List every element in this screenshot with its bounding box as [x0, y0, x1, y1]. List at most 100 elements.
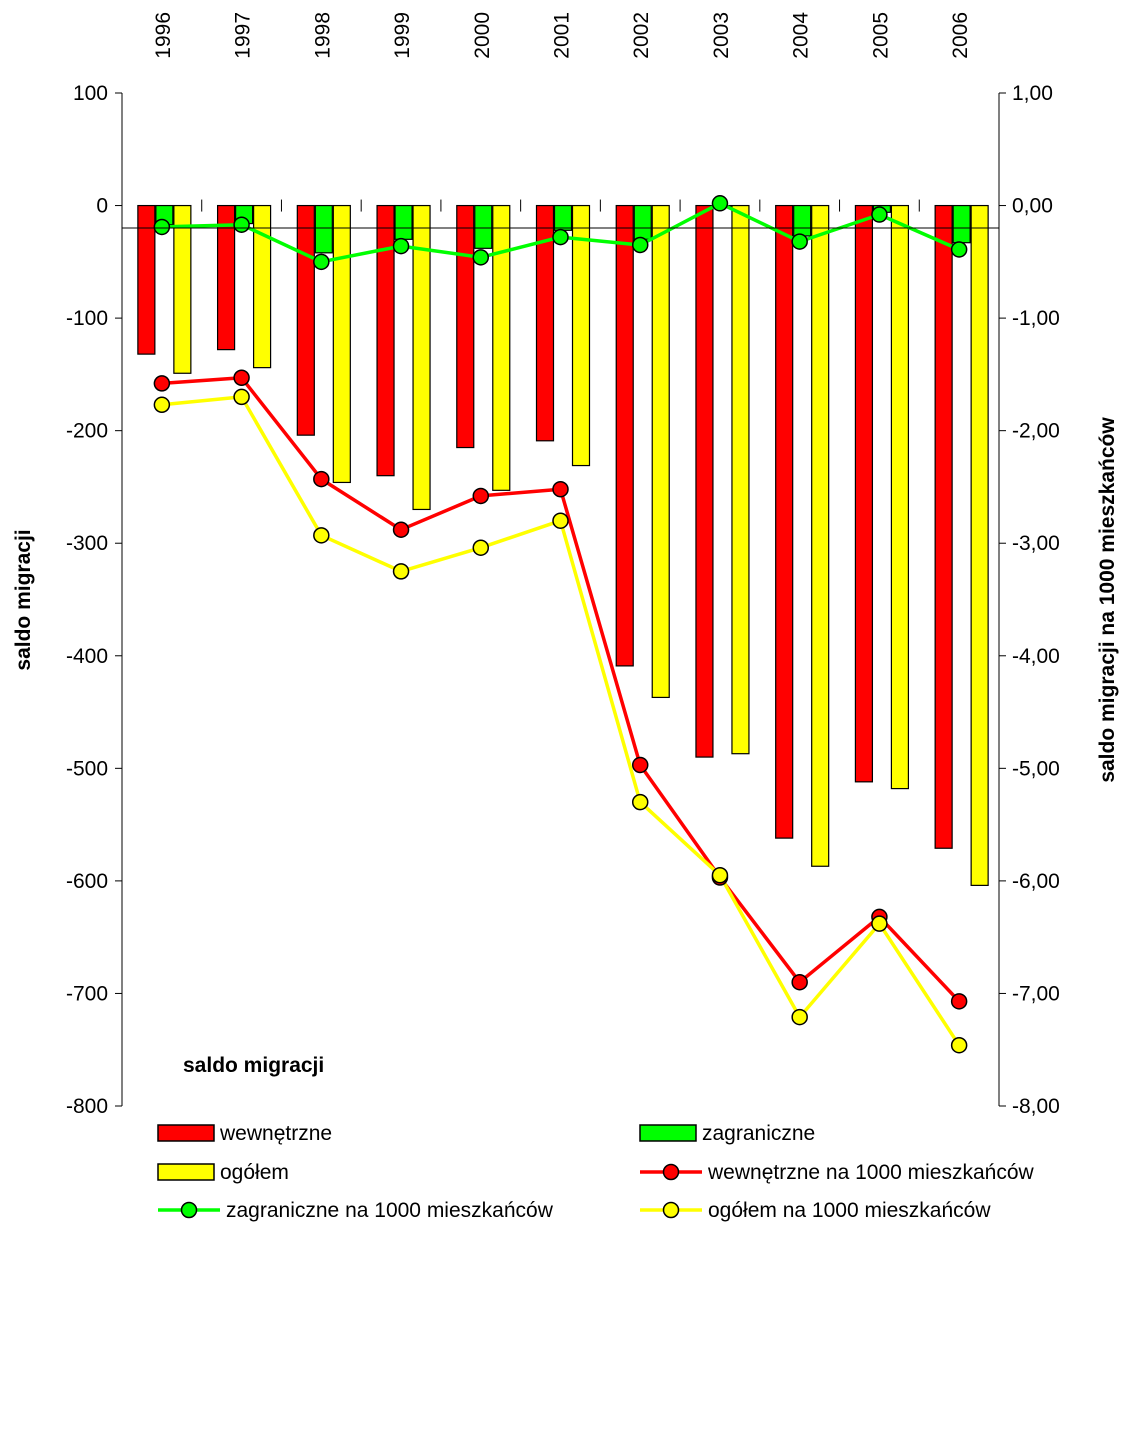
legend-label-5: zagraniczne na 1000 mieszkańców [226, 1199, 554, 1222]
bar-2-2001 [553, 204, 573, 231]
x-tick-label-2006: 2006 [949, 12, 972, 59]
y-right-tick-label: -5,00 [1012, 757, 1060, 780]
bar-2-2006 [952, 204, 971, 244]
tick-labels: 100 0 -100 -200 -300 -400 -500 -600 -700 -800 1,00… [66, 12, 1060, 1118]
y-left-tick-label: -800 [66, 1095, 108, 1118]
y-right-tick-label: -6,00 [1012, 870, 1060, 893]
line-2-point-2001 [552, 228, 569, 246]
line-1-point-2000 [472, 487, 490, 505]
y-left-tick-label: -200 [66, 420, 108, 443]
bar-1-1996 [137, 204, 156, 355]
y-left-axis-title: saldo migracji [12, 529, 35, 670]
y-left-tick-label: -400 [66, 645, 108, 668]
line-2-point-2004 [791, 233, 808, 250]
legend-marker-6 [662, 1201, 680, 1219]
legend-swatch-1 [157, 1124, 215, 1142]
line-3-point-1997 [233, 388, 250, 406]
bar-1-1997 [216, 204, 236, 351]
legend-marker-5 [180, 1201, 198, 1219]
y-right-tick-label: -2,00 [1012, 420, 1060, 443]
line-series-1 [161, 376, 961, 1003]
y-right-tick-label: -8,00 [1012, 1095, 1060, 1118]
y-right-tick-label: -7,00 [1012, 982, 1060, 1005]
bar-1-2006 [934, 204, 953, 849]
axes [121, 93, 1000, 1106]
line-1-point-1999 [392, 521, 410, 538]
bar-1-2002 [615, 204, 634, 667]
line-2-point-1997 [233, 216, 250, 233]
bar-3-2004 [811, 204, 830, 867]
legend-swatch-3 [157, 1163, 215, 1181]
bar-3-2002 [651, 204, 670, 699]
y-right-tick-label: -3,00 [1012, 532, 1060, 555]
legend-label-4: wewnętrzne na 1000 mieszkańców [707, 1161, 1035, 1184]
x-tick-label-1999: 1999 [391, 12, 414, 59]
bar-3-1998 [332, 204, 351, 484]
line-1-point-2001 [552, 480, 569, 498]
line-2-point-2005 [871, 206, 888, 223]
line-1-point-2002 [631, 756, 649, 774]
bar-2-1998 [314, 204, 333, 254]
y-right-tick-label: 1,00 [1012, 82, 1053, 105]
line-2-point-1999 [392, 237, 410, 255]
legend-swatch-2 [639, 1124, 697, 1142]
bar-2-2004 [793, 204, 812, 237]
line-2-point-2000 [472, 249, 490, 266]
bar-1-2003 [695, 204, 714, 758]
y-right-tick-label: -1,00 [1012, 307, 1060, 330]
legend-label-2: zagraniczne [702, 1122, 815, 1145]
bar-3-2006 [970, 204, 989, 886]
line-3-point-1999 [392, 563, 410, 580]
line-1-point-1998 [313, 470, 330, 488]
y-left-tick-label: 100 [73, 82, 108, 105]
line-3-point-2002 [631, 793, 649, 811]
line-1-point-2006 [950, 993, 968, 1010]
line-3-point-1996 [153, 396, 171, 414]
bar-3-2001 [571, 204, 591, 467]
line-1-point-1996 [153, 375, 171, 392]
y-right-tick-label: -4,00 [1012, 645, 1060, 668]
bar-3-1996 [173, 204, 192, 374]
y-right-tick-label: 0,00 [1012, 195, 1053, 218]
x-tick-label-2002: 2002 [630, 12, 653, 59]
bar-2-1999 [394, 204, 413, 240]
legend-label-3: ogółem [220, 1161, 289, 1184]
bar-1-2001 [535, 204, 555, 442]
legend-title: saldo migracji [183, 1054, 324, 1077]
line-2-point-1996 [153, 218, 171, 236]
x-tick-label-2000: 2000 [471, 12, 494, 59]
x-tick-label-2003: 2003 [710, 12, 733, 59]
line-3-point-2004 [791, 1008, 808, 1026]
line-2-point-2006 [950, 241, 968, 258]
bar-3-1999 [412, 204, 431, 511]
legend: wewnętrzne zagraniczne ogółem wewnętrzne na… [157, 1122, 1035, 1222]
x-tick-label-1996: 1996 [152, 12, 175, 59]
bar-3-2003 [731, 204, 750, 755]
line-1-point-1997 [233, 369, 250, 387]
line-3-point-2000 [472, 539, 490, 556]
x-tick-label-2001: 2001 [551, 12, 574, 59]
x-tick-label-1997: 1997 [232, 12, 255, 59]
y-left-tick-label: -700 [66, 982, 108, 1005]
y-right-axis-title: saldo migracji na 1000 mieszkańców [1096, 417, 1119, 783]
plot-area [137, 195, 989, 1054]
bar-1-2005 [854, 204, 874, 783]
bar-1-1998 [296, 204, 315, 436]
bar-3-2000 [492, 204, 511, 491]
y-left-tick-label: -500 [66, 757, 108, 780]
bar-2-2002 [633, 204, 652, 240]
line-2-point-2003 [711, 195, 729, 212]
x-tick-label-1998: 1998 [311, 12, 334, 59]
bar-1-2000 [456, 204, 475, 449]
bar-1-1999 [376, 204, 395, 477]
line-3-point-1998 [313, 527, 330, 544]
y-left-tick-label: -600 [66, 870, 108, 893]
x-tick-label-2005: 2005 [869, 12, 892, 59]
y-left-tick-label: -100 [66, 307, 108, 330]
y-left-tick-label: -300 [66, 532, 108, 555]
line-3-point-2005 [871, 915, 888, 932]
bar-3-2005 [890, 204, 910, 790]
line-1-point-2004 [791, 973, 808, 991]
bar-3-1997 [252, 204, 272, 369]
